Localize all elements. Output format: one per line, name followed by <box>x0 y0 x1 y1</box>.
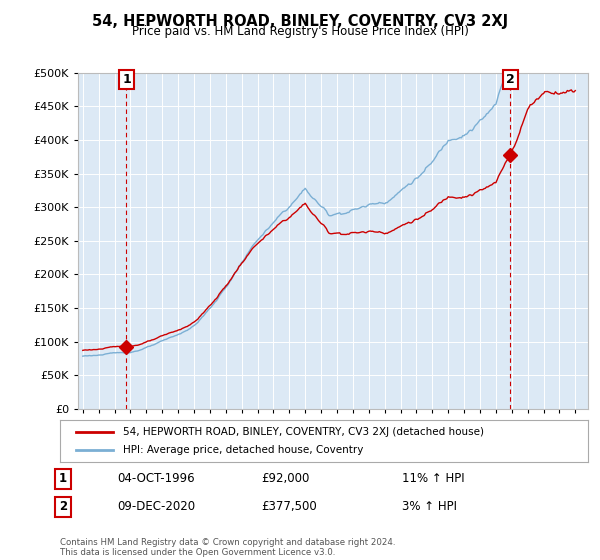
Text: Contains HM Land Registry data © Crown copyright and database right 2024.
This d: Contains HM Land Registry data © Crown c… <box>60 538 395 557</box>
Text: 11% ↑ HPI: 11% ↑ HPI <box>402 472 464 486</box>
Text: Price paid vs. HM Land Registry's House Price Index (HPI): Price paid vs. HM Land Registry's House … <box>131 25 469 38</box>
Text: HPI: Average price, detached house, Coventry: HPI: Average price, detached house, Cove… <box>124 445 364 455</box>
Text: 54, HEPWORTH ROAD, BINLEY, COVENTRY, CV3 2XJ (detached house): 54, HEPWORTH ROAD, BINLEY, COVENTRY, CV3… <box>124 427 484 437</box>
Text: 1: 1 <box>59 472 67 486</box>
Text: £92,000: £92,000 <box>261 472 310 486</box>
Text: 09-DEC-2020: 09-DEC-2020 <box>117 500 195 514</box>
Text: 1: 1 <box>122 73 131 86</box>
Text: £377,500: £377,500 <box>261 500 317 514</box>
Text: 54, HEPWORTH ROAD, BINLEY, COVENTRY, CV3 2XJ: 54, HEPWORTH ROAD, BINLEY, COVENTRY, CV3… <box>92 14 508 29</box>
Text: 2: 2 <box>506 73 515 86</box>
Text: 3% ↑ HPI: 3% ↑ HPI <box>402 500 457 514</box>
Text: 04-OCT-1996: 04-OCT-1996 <box>117 472 194 486</box>
Text: 2: 2 <box>59 500 67 514</box>
